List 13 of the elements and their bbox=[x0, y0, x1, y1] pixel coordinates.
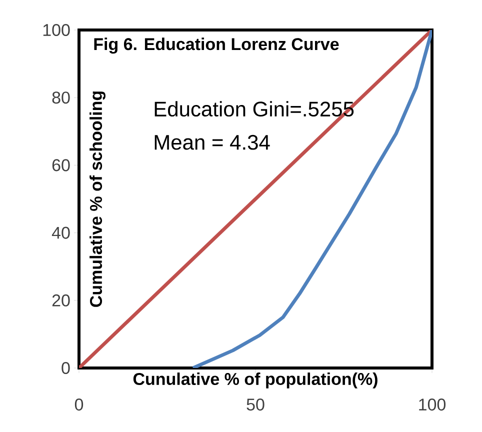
y-tick-label: 100 bbox=[43, 24, 70, 36]
y-tick-label: 0 bbox=[62, 362, 70, 374]
x-axis-title: Cunulative % of population(%) bbox=[133, 372, 378, 388]
x-tick-label: 100 bbox=[419, 398, 446, 411]
annotation: Mean = 4.34 bbox=[154, 134, 270, 150]
y-axis-title: Cumulative % of schooling bbox=[90, 92, 106, 307]
chart-title: Fig 6. Education Lorenz Curve bbox=[94, 38, 339, 54]
y-tick-label: 80 bbox=[52, 92, 70, 104]
y-tick-label: 60 bbox=[52, 159, 70, 172]
y-tick-label: 40 bbox=[52, 226, 70, 239]
y-tick-label: 20 bbox=[52, 294, 70, 306]
x-tick-label: 0 bbox=[74, 398, 84, 411]
x-tick-label: 50 bbox=[246, 398, 264, 411]
